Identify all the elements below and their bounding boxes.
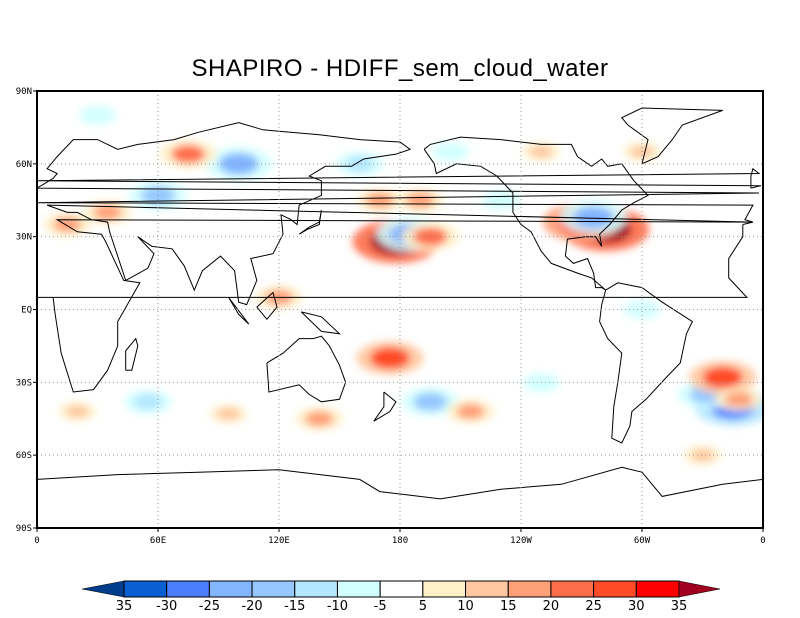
colorbar-label: 10: [457, 599, 474, 614]
y-tick-label: 60S: [16, 451, 32, 461]
coastline: [37, 122, 760, 306]
anomaly-blob: [365, 192, 394, 208]
colorbar-box: [550, 580, 595, 598]
colorbar-label: -5: [374, 599, 387, 614]
colorbar-box: [166, 580, 210, 598]
coastline: [373, 391, 397, 422]
colorbar-label: -25: [199, 599, 220, 614]
anomaly-blob: [530, 145, 553, 158]
anomaly-blob: [724, 391, 753, 407]
anomaly-blob: [573, 206, 614, 228]
coastline: [266, 335, 347, 403]
anomaly-blob: [93, 204, 122, 220]
y-tick-label: 30S: [16, 378, 32, 388]
coastline: [228, 297, 250, 325]
anomaly-blob: [171, 145, 206, 164]
colorbar-box: [507, 580, 552, 598]
colorbar-box: [593, 580, 637, 598]
coastline: [621, 107, 723, 165]
axes: 0 60E 120E 180 120W 60W 0 90N 60N 30N EQ 30S 60S 90S: [16, 87, 766, 546]
anomaly-blob: [218, 153, 259, 175]
x-tick-label: 60W: [634, 536, 651, 546]
anomaly-blob: [305, 411, 334, 427]
anomaly-blob: [691, 449, 714, 462]
x-tick-label: 0: [760, 536, 765, 546]
anomaly-field: [43, 105, 763, 465]
anomaly-blob: [66, 405, 89, 418]
gridlines: [37, 91, 763, 528]
anomaly-blobs: [43, 105, 763, 465]
anomaly-blob: [53, 217, 82, 233]
coastline: [37, 466, 763, 500]
chart-title: SHAPIRO - HDIFF_sem_cloud_water: [191, 55, 609, 82]
coastline: [256, 291, 278, 320]
y-tick-label: EQ: [21, 306, 32, 316]
coastline: [599, 282, 694, 444]
anomaly-blob: [370, 347, 410, 369]
anomaly-blob: [413, 392, 448, 411]
anomaly-blob: [406, 192, 435, 208]
coastline: [37, 219, 754, 393]
colorbar-label: -10: [327, 599, 348, 614]
anomaly-blob: [86, 109, 109, 122]
colorbar-box: [123, 580, 168, 598]
colorbar-low-triangle: [81, 580, 125, 598]
colorbar-label: 15: [500, 599, 517, 614]
colorbar: 35 -30 -25 -20 -15 -10 -5 5 10 15 20 25 30 35: [81, 580, 721, 614]
y-tick-label: 90N: [16, 87, 32, 97]
colorbar-label: -30: [156, 599, 177, 614]
anomaly-blob: [345, 156, 374, 172]
colorbar-label: 35: [116, 599, 133, 614]
x-tick-label: 180: [392, 536, 408, 546]
colorbar-label: -15: [284, 599, 305, 614]
colorbar-box: [208, 580, 253, 598]
colorbar-high-triangle: [678, 580, 721, 598]
anomaly-blob: [439, 145, 462, 158]
colorbar-label: 30: [628, 599, 645, 614]
colorbar-label: 5: [419, 599, 427, 614]
colorbar-box: [379, 580, 424, 598]
anomaly-blob: [413, 227, 448, 246]
colorbar-box: [635, 580, 680, 598]
colorbar-box: [294, 580, 338, 598]
coastline: [125, 337, 139, 371]
anomaly-blob: [456, 403, 485, 419]
y-tick-label: 90S: [16, 524, 32, 534]
x-tick-label: 120W: [510, 536, 532, 546]
colorbar-label: 35: [671, 599, 688, 614]
x-tick-label: 0: [34, 536, 39, 546]
anomaly-blob: [489, 194, 512, 207]
colorbar-label: 25: [585, 599, 602, 614]
colorbar-label: -20: [241, 599, 262, 614]
anomaly-blob: [217, 407, 240, 420]
anomaly-blob: [702, 366, 743, 389]
colorbar-box: [251, 580, 296, 598]
coastline: [423, 136, 649, 291]
colorbar-box: [336, 580, 381, 598]
coastlines: [37, 107, 763, 500]
colorbar-box: [422, 580, 467, 598]
colorbar-label: 20: [543, 599, 560, 614]
y-tick-label: 60N: [16, 160, 32, 170]
anomaly-blob: [133, 394, 162, 410]
x-tick-label: 120E: [268, 536, 290, 546]
coastline: [298, 209, 322, 235]
coastline: [37, 167, 762, 189]
y-tick-label: 30N: [16, 233, 32, 243]
x-tick-label: 60E: [150, 536, 166, 546]
coastline: [300, 311, 341, 335]
colorbar-box: [465, 580, 509, 598]
